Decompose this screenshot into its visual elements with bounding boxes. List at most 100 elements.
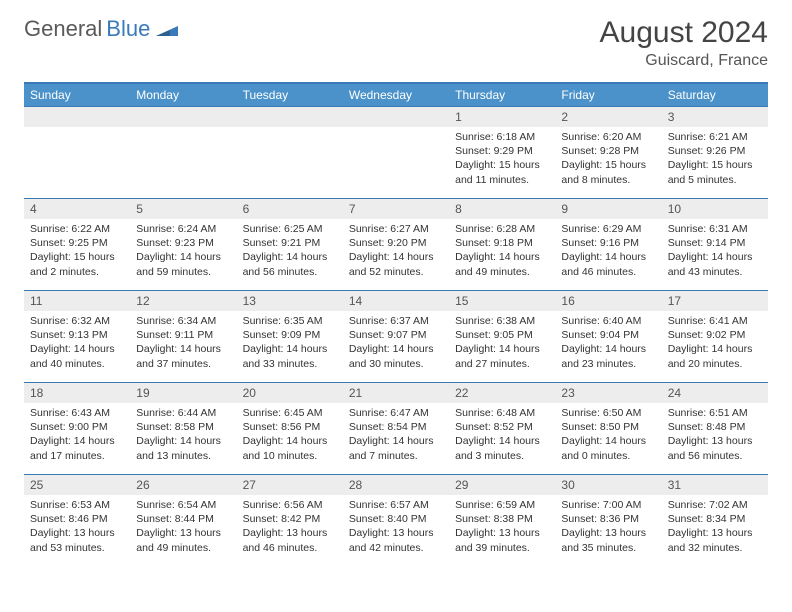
daylight-line1: Daylight: 13 hours	[243, 526, 337, 540]
day-number: 30	[555, 475, 661, 495]
calendar-cell: 3Sunrise: 6:21 AMSunset: 9:26 PMDaylight…	[662, 107, 768, 199]
calendar-cell: 12Sunrise: 6:34 AMSunset: 9:11 PMDayligh…	[130, 291, 236, 383]
day-number: 15	[449, 291, 555, 311]
daylight-line2: and 7 minutes.	[349, 449, 443, 463]
day-details: Sunrise: 6:47 AMSunset: 8:54 PMDaylight:…	[343, 403, 449, 467]
weekday-header: Monday	[130, 83, 236, 107]
sunset: Sunset: 8:48 PM	[668, 420, 762, 434]
day-number: 23	[555, 383, 661, 403]
day-number	[24, 107, 130, 127]
daylight-line1: Daylight: 13 hours	[561, 526, 655, 540]
sunset: Sunset: 8:52 PM	[455, 420, 549, 434]
daylight-line2: and 5 minutes.	[668, 173, 762, 187]
calendar-cell: 30Sunrise: 7:00 AMSunset: 8:36 PMDayligh…	[555, 475, 661, 567]
calendar-cell: 19Sunrise: 6:44 AMSunset: 8:58 PMDayligh…	[130, 383, 236, 475]
day-number: 20	[237, 383, 343, 403]
sunrise: Sunrise: 6:43 AM	[30, 406, 124, 420]
day-number: 4	[24, 199, 130, 219]
sunset: Sunset: 8:44 PM	[136, 512, 230, 526]
daylight-line1: Daylight: 15 hours	[455, 158, 549, 172]
day-details: Sunrise: 6:28 AMSunset: 9:18 PMDaylight:…	[449, 219, 555, 283]
sunset: Sunset: 9:26 PM	[668, 144, 762, 158]
day-details: Sunrise: 6:38 AMSunset: 9:05 PMDaylight:…	[449, 311, 555, 375]
daylight-line2: and 49 minutes.	[455, 265, 549, 279]
daylight-line1: Daylight: 14 hours	[349, 434, 443, 448]
sunrise: Sunrise: 6:35 AM	[243, 314, 337, 328]
daylight-line2: and 2 minutes.	[30, 265, 124, 279]
calendar-cell: 26Sunrise: 6:54 AMSunset: 8:44 PMDayligh…	[130, 475, 236, 567]
day-number	[130, 107, 236, 127]
daylight-line2: and 56 minutes.	[243, 265, 337, 279]
day-number	[343, 107, 449, 127]
sunset: Sunset: 8:56 PM	[243, 420, 337, 434]
location: Guiscard, France	[600, 52, 768, 70]
day-number: 17	[662, 291, 768, 311]
sunrise: Sunrise: 6:40 AM	[561, 314, 655, 328]
sunset: Sunset: 9:05 PM	[455, 328, 549, 342]
daylight-line2: and 53 minutes.	[30, 541, 124, 555]
sunrise: Sunrise: 6:28 AM	[455, 222, 549, 236]
weekday-header: Saturday	[662, 83, 768, 107]
sunrise: Sunrise: 6:21 AM	[668, 130, 762, 144]
sunrise: Sunrise: 6:31 AM	[668, 222, 762, 236]
daylight-line2: and 30 minutes.	[349, 357, 443, 371]
daylight-line2: and 20 minutes.	[668, 357, 762, 371]
sunrise: Sunrise: 6:50 AM	[561, 406, 655, 420]
sunset: Sunset: 8:50 PM	[561, 420, 655, 434]
daylight-line1: Daylight: 15 hours	[561, 158, 655, 172]
daylight-line1: Daylight: 13 hours	[30, 526, 124, 540]
calendar-cell: 23Sunrise: 6:50 AMSunset: 8:50 PMDayligh…	[555, 383, 661, 475]
daylight-line2: and 17 minutes.	[30, 449, 124, 463]
sunrise: Sunrise: 6:27 AM	[349, 222, 443, 236]
day-number: 26	[130, 475, 236, 495]
day-number: 21	[343, 383, 449, 403]
daylight-line1: Daylight: 14 hours	[243, 250, 337, 264]
calendar-cell: 13Sunrise: 6:35 AMSunset: 9:09 PMDayligh…	[237, 291, 343, 383]
daylight-line1: Daylight: 14 hours	[30, 434, 124, 448]
calendar-cell: 1Sunrise: 6:18 AMSunset: 9:29 PMDaylight…	[449, 107, 555, 199]
weekday-header: Wednesday	[343, 83, 449, 107]
sunrise: Sunrise: 7:00 AM	[561, 498, 655, 512]
day-details: Sunrise: 6:43 AMSunset: 9:00 PMDaylight:…	[24, 403, 130, 467]
day-number: 16	[555, 291, 661, 311]
day-number: 31	[662, 475, 768, 495]
daylight-line1: Daylight: 13 hours	[136, 526, 230, 540]
day-details: Sunrise: 6:41 AMSunset: 9:02 PMDaylight:…	[662, 311, 768, 375]
day-details: Sunrise: 6:21 AMSunset: 9:26 PMDaylight:…	[662, 127, 768, 191]
sunset: Sunset: 8:54 PM	[349, 420, 443, 434]
day-details: Sunrise: 6:35 AMSunset: 9:09 PMDaylight:…	[237, 311, 343, 375]
day-details: Sunrise: 6:51 AMSunset: 8:48 PMDaylight:…	[662, 403, 768, 467]
calendar-cell: 18Sunrise: 6:43 AMSunset: 9:00 PMDayligh…	[24, 383, 130, 475]
day-number: 10	[662, 199, 768, 219]
day-number: 22	[449, 383, 555, 403]
daylight-line2: and 49 minutes.	[136, 541, 230, 555]
weekday-header: Tuesday	[237, 83, 343, 107]
calendar-cell: 16Sunrise: 6:40 AMSunset: 9:04 PMDayligh…	[555, 291, 661, 383]
day-number: 24	[662, 383, 768, 403]
daylight-line2: and 23 minutes.	[561, 357, 655, 371]
day-number: 25	[24, 475, 130, 495]
calendar-cell: 25Sunrise: 6:53 AMSunset: 8:46 PMDayligh…	[24, 475, 130, 567]
sunset: Sunset: 8:38 PM	[455, 512, 549, 526]
day-details: Sunrise: 6:29 AMSunset: 9:16 PMDaylight:…	[555, 219, 661, 283]
sunset: Sunset: 9:14 PM	[668, 236, 762, 250]
weekday-header: Thursday	[449, 83, 555, 107]
weekday-header-row: SundayMondayTuesdayWednesdayThursdayFrid…	[24, 83, 768, 107]
day-details: Sunrise: 6:59 AMSunset: 8:38 PMDaylight:…	[449, 495, 555, 559]
daylight-line2: and 42 minutes.	[349, 541, 443, 555]
sunrise: Sunrise: 6:20 AM	[561, 130, 655, 144]
sunrise: Sunrise: 6:51 AM	[668, 406, 762, 420]
day-number: 9	[555, 199, 661, 219]
daylight-line1: Daylight: 13 hours	[349, 526, 443, 540]
calendar-cell: 7Sunrise: 6:27 AMSunset: 9:20 PMDaylight…	[343, 199, 449, 291]
day-details: Sunrise: 6:37 AMSunset: 9:07 PMDaylight:…	[343, 311, 449, 375]
title-block: August 2024 Guiscard, France	[600, 16, 768, 70]
calendar-cell: 15Sunrise: 6:38 AMSunset: 9:05 PMDayligh…	[449, 291, 555, 383]
day-details: Sunrise: 6:56 AMSunset: 8:42 PMDaylight:…	[237, 495, 343, 559]
calendar-cell: 22Sunrise: 6:48 AMSunset: 8:52 PMDayligh…	[449, 383, 555, 475]
day-number: 5	[130, 199, 236, 219]
daylight-line1: Daylight: 14 hours	[136, 342, 230, 356]
day-details: Sunrise: 6:45 AMSunset: 8:56 PMDaylight:…	[237, 403, 343, 467]
daylight-line2: and 46 minutes.	[561, 265, 655, 279]
day-details: Sunrise: 6:25 AMSunset: 9:21 PMDaylight:…	[237, 219, 343, 283]
